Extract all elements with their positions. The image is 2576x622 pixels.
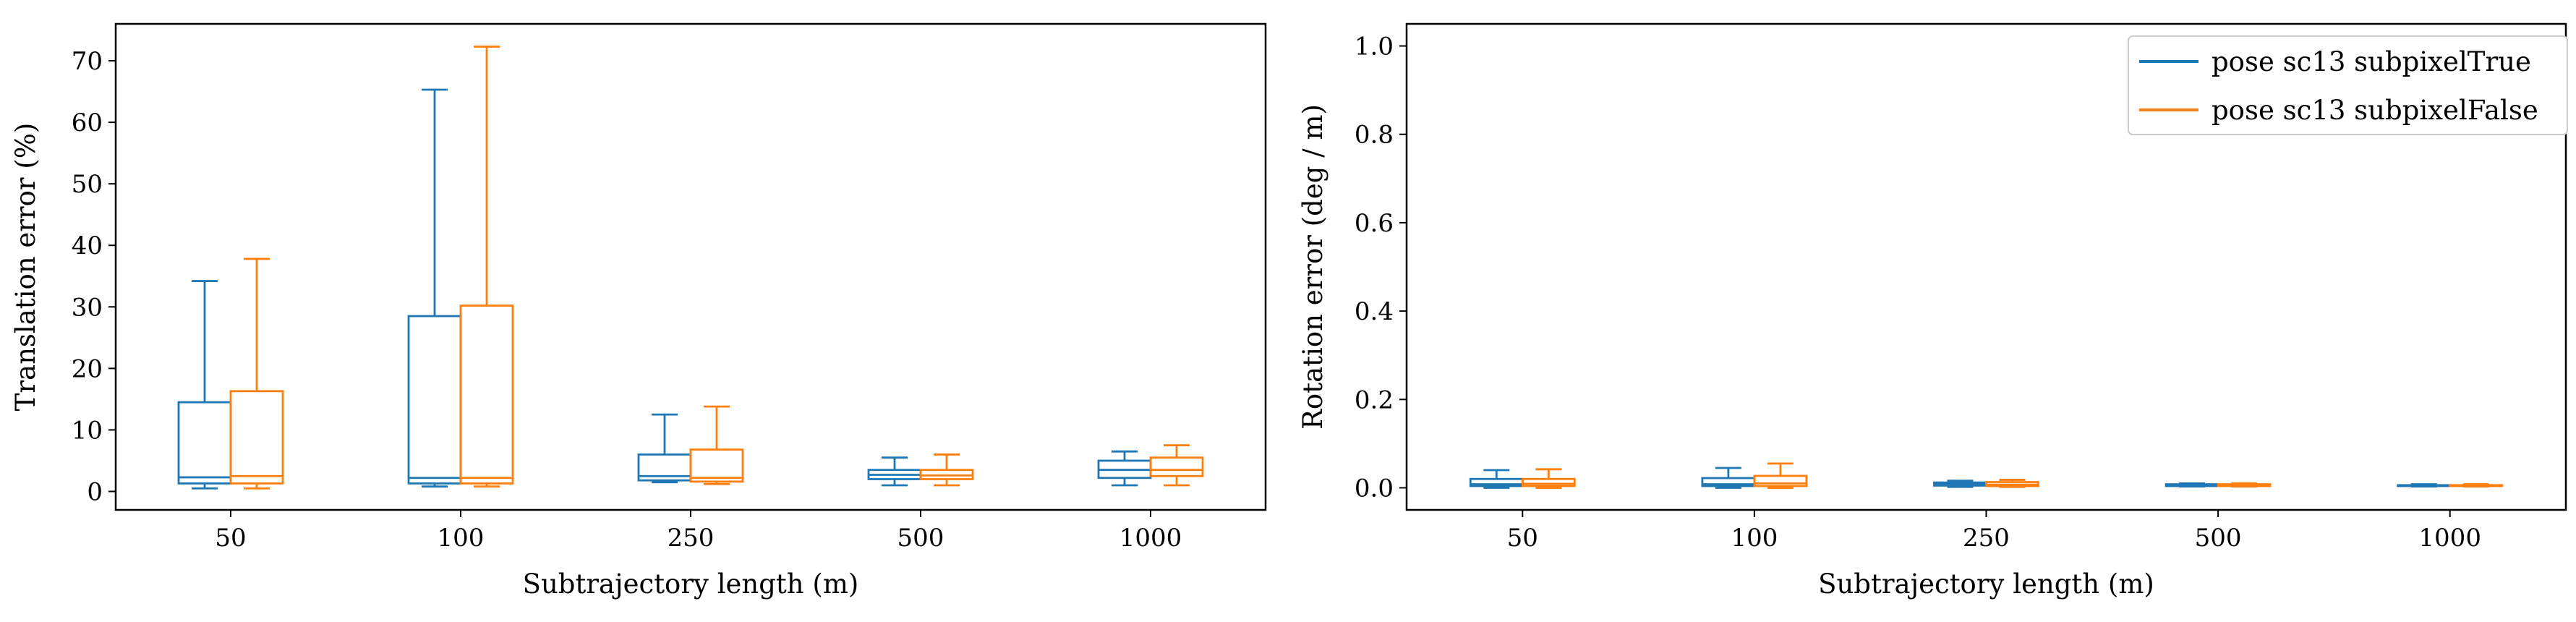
box-body <box>177 401 232 485</box>
rotation-error-chart: 0.0 0.2 0.4 0.6 0.8 1.0 50 100 250 500 1000 Subtr… <box>1297 22 2568 600</box>
box-pose-sc13-subpixelTrue-1000 <box>1097 450 1152 487</box>
y-tick-label: 20 <box>72 354 103 383</box>
y-tick-label: 0 <box>87 477 103 506</box>
x-tick-label: 50 <box>1507 524 1538 553</box>
box-pose-sc13-subpixelFalse-250 <box>689 405 744 485</box>
box-body <box>229 390 284 485</box>
box-pose-sc13-subpixelTrue-50 <box>177 280 232 490</box>
box-pose-sc13-subpixelFalse-1000 <box>2449 483 2504 488</box>
x-axis-label-translation: Subtrajectory length (m) <box>523 568 859 600</box>
x-tick-label: 1000 <box>2418 524 2481 553</box>
x-tick-label: 100 <box>438 524 485 553</box>
legend: pose sc13 subpixelTrue pose sc13 subpixe… <box>2128 35 2568 135</box>
x-tick-label: 500 <box>897 524 944 553</box>
legend-frame <box>2128 35 2568 135</box>
box-body <box>689 448 744 483</box>
x-axis-ticks-translation: 50 100 250 500 1000 <box>215 510 1182 553</box>
y-axis-label-translation: Translation error (%) <box>10 123 41 412</box>
x-tick-label: 100 <box>1731 524 1778 553</box>
y-axis-ticks-rotation: 0.0 0.2 0.4 0.6 0.8 1.0 <box>1355 33 1407 503</box>
plot-area-translation <box>114 22 1267 511</box>
box-pose-sc13-subpixelTrue-250 <box>1933 480 1987 488</box>
y-tick-label: 0.2 <box>1355 385 1394 414</box>
y-tick-label: 60 <box>72 108 103 137</box>
box-pose-sc13-subpixelTrue-1000 <box>2397 483 2452 488</box>
y-axis-ticks-translation: 0 10 20 30 40 50 60 70 <box>72 47 116 506</box>
y-tick-label: 50 <box>72 170 103 199</box>
boxes-rotation <box>1469 462 2504 489</box>
x-tick-label: 50 <box>215 524 246 553</box>
box-body <box>459 304 514 485</box>
box-pose-sc13-subpixelTrue-100 <box>407 88 462 488</box>
box-pose-sc13-subpixelFalse-100 <box>1753 462 1808 489</box>
legend-label-subpixel-false: pose sc13 subpixelFalse <box>2212 95 2538 126</box>
box-pose-sc13-subpixelFalse-1000 <box>1149 444 1204 487</box>
x-axis-ticks-rotation: 50 100 250 500 1000 <box>1507 510 2481 553</box>
x-tick-label: 500 <box>2195 524 2242 553</box>
y-tick-label: 0.8 <box>1355 121 1394 150</box>
y-tick-label: 0.6 <box>1355 209 1394 238</box>
box-body <box>407 315 462 485</box>
y-axis-label-rotation: Rotation error (deg / m) <box>1297 104 1328 430</box>
x-tick-label: 250 <box>668 524 715 553</box>
box-pose-sc13-subpixelTrue-250 <box>637 413 692 484</box>
y-tick-label: 70 <box>72 47 103 76</box>
box-pose-sc13-subpixelTrue-50 <box>1469 469 1524 489</box>
y-tick-label: 40 <box>72 231 103 260</box>
box-pose-sc13-subpixelTrue-500 <box>867 456 922 487</box>
box-body <box>1149 456 1204 477</box>
boxes-translation <box>177 46 1204 490</box>
x-axis-label-rotation: Subtrajectory length (m) <box>1818 568 2154 600</box>
y-tick-label: 0.0 <box>1355 474 1394 503</box>
box-pose-sc13-subpixelFalse-50 <box>229 257 284 490</box>
x-tick-label: 250 <box>1963 524 2010 553</box>
box-pose-sc13-subpixelFalse-250 <box>1985 479 2039 488</box>
y-tick-label: 1.0 <box>1355 33 1394 61</box>
box-body <box>1753 474 1808 487</box>
box-pose-sc13-subpixelFalse-500 <box>919 453 974 487</box>
x-tick-label: 1000 <box>1119 524 1182 553</box>
box-pose-sc13-subpixelFalse-50 <box>1521 468 1576 489</box>
box-body <box>1521 477 1576 487</box>
box-pose-sc13-subpixelTrue-100 <box>1701 466 1756 489</box>
y-tick-label: 10 <box>72 416 103 445</box>
translation-error-chart: 0 10 20 30 40 50 60 70 50 100 250 500 1000 Subtraje… <box>10 22 1267 600</box>
axes-frame <box>114 22 1267 511</box>
box-pose-sc13-subpixelTrue-500 <box>2165 482 2219 488</box>
y-tick-label: 0.4 <box>1355 297 1394 326</box>
box-pose-sc13-subpixelFalse-100 <box>459 46 514 488</box>
legend-label-subpixel-true: pose sc13 subpixelTrue <box>2212 46 2531 77</box>
y-tick-label: 30 <box>72 293 103 322</box>
box-pose-sc13-subpixelFalse-500 <box>2217 482 2272 488</box>
